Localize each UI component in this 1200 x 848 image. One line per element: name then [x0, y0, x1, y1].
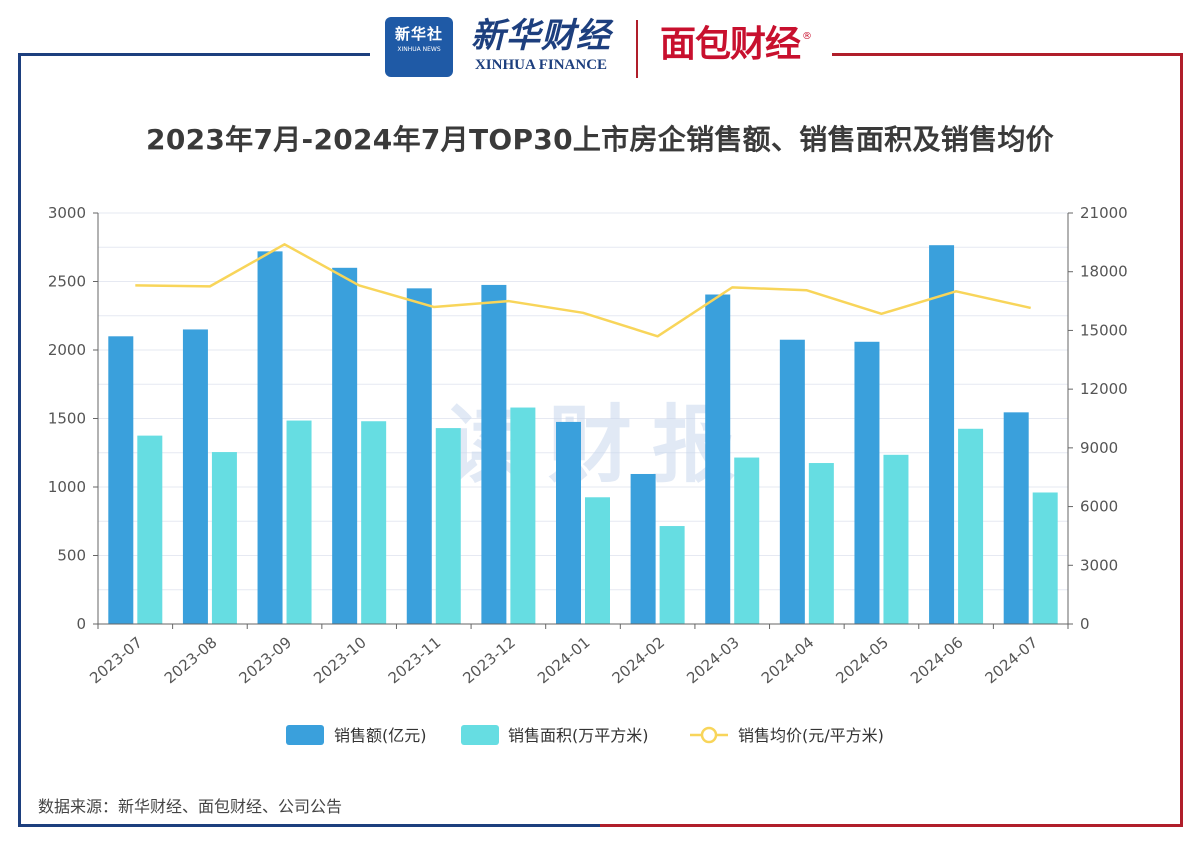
legend-label-avg-price: 销售均价(元/平方米) — [738, 726, 884, 745]
y-right-tick-label: 18000 — [1080, 263, 1128, 281]
x-tick-label: 2024-04 — [758, 633, 818, 687]
x-tick-label: 2024-03 — [683, 633, 743, 687]
bar-sales-amount — [630, 473, 656, 624]
bar-sales-area — [808, 463, 834, 624]
xinhua-finance-logo-en: XINHUA FINANCE — [474, 57, 608, 73]
bar-sales-amount — [556, 421, 581, 624]
y-right-tick-label: 9000 — [1080, 439, 1118, 457]
y-left-tick-label: 1500 — [48, 410, 86, 428]
y-right-tick-label: 0 — [1080, 615, 1090, 633]
x-tick-label: 2023-10 — [310, 633, 370, 687]
legend-label-sales-area: 销售面积(万平方米) — [508, 726, 649, 745]
xinhua-news-logo: 新华社 XINHUA NEWS — [385, 17, 453, 77]
legend-marker-avg-price — [700, 726, 718, 744]
line-layer — [135, 243, 1031, 338]
frame-left-border — [18, 53, 601, 827]
bar-sales-amount — [257, 251, 283, 625]
x-tick-label: 2024-07 — [982, 633, 1042, 687]
y-right-tick-label: 12000 — [1080, 380, 1128, 398]
registered-mark: ® — [802, 31, 812, 42]
y-right-tick-label: 6000 — [1080, 498, 1118, 516]
y-left-tick-label: 500 — [57, 547, 86, 565]
x-tick-label: 2024-05 — [832, 633, 892, 687]
y-right-tick-label: 21000 — [1080, 204, 1128, 222]
y-left-tick-label: 0 — [76, 615, 86, 633]
bar-sales-amount — [108, 336, 134, 624]
legend-swatch-sales-amount — [286, 725, 324, 745]
legend-label-sales-amount: 销售额(亿元) — [334, 726, 427, 745]
x-tick-label: 2023-11 — [385, 633, 445, 687]
bar-sales-area — [510, 407, 536, 624]
x-tick-label: 2024-06 — [907, 633, 967, 687]
bar-sales-area — [883, 454, 909, 624]
bar-sales-area — [435, 428, 461, 624]
y-left-tick-label: 2500 — [48, 273, 86, 291]
legend-swatch-sales-area — [461, 725, 499, 745]
logo-divider — [636, 20, 638, 78]
bar-sales-area — [211, 452, 237, 624]
x-tick-label: 2023-09 — [236, 633, 296, 687]
y-left-tick-label: 1000 — [48, 478, 86, 496]
xinhua-finance-logo-cn: 新华财经 — [471, 16, 611, 56]
bar-sales-area — [1032, 492, 1058, 624]
bar-sales-amount — [929, 245, 955, 624]
x-tick-label: 2023-07 — [86, 633, 146, 687]
bar-sales-amount — [406, 288, 432, 624]
bar-sales-area — [958, 428, 984, 624]
chart-title: 2023年7月-2024年7月TOP30上市房企销售额、销售面积及销售均价 — [146, 123, 1054, 156]
bar-sales-area — [361, 421, 387, 624]
mianbao-finance-logo: 面包财经 ® — [660, 20, 812, 70]
bar-sales-amount — [705, 294, 731, 624]
bar-sales-amount — [182, 329, 208, 624]
bar-sales-area — [137, 435, 163, 624]
bar-sales-amount — [1003, 412, 1029, 624]
x-tick-label: 2024-01 — [534, 633, 594, 687]
bars-layer — [108, 245, 1058, 625]
xinhua-news-logo-en: XINHUA NEWS — [397, 46, 441, 53]
source-note: 数据来源：新华财经、面包财经、公司公告 — [38, 797, 343, 816]
bar-sales-amount — [854, 341, 880, 624]
bar-sales-amount — [779, 339, 805, 624]
y-right-tick-label: 3000 — [1080, 556, 1118, 574]
y-right-tick-label: 15000 — [1080, 321, 1128, 339]
bar-sales-area — [585, 497, 610, 624]
bar-sales-area — [286, 420, 312, 624]
x-tick-label: 2023-12 — [459, 633, 519, 687]
x-tick-label: 2024-02 — [609, 633, 669, 687]
bar-sales-amount — [481, 284, 507, 624]
y-left-tick-label: 2000 — [48, 341, 86, 359]
frame-right-border — [600, 53, 1183, 827]
xinhua-news-logo-cn: 新华社 — [394, 25, 443, 43]
bar-sales-area — [734, 457, 760, 624]
x-tick-label: 2023-08 — [161, 633, 221, 687]
bar-sales-area — [659, 526, 685, 624]
mianbao-finance-logo-text: 面包财经 — [660, 24, 801, 65]
xinhua-finance-logo: 新华财经 XINHUA FINANCE — [466, 14, 616, 73]
bar-sales-amount — [332, 267, 358, 624]
y-left-tick-label: 3000 — [48, 204, 86, 222]
legend: 销售额(亿元) 销售面积(万平方米) 销售均价(元/平方米) — [286, 725, 884, 745]
